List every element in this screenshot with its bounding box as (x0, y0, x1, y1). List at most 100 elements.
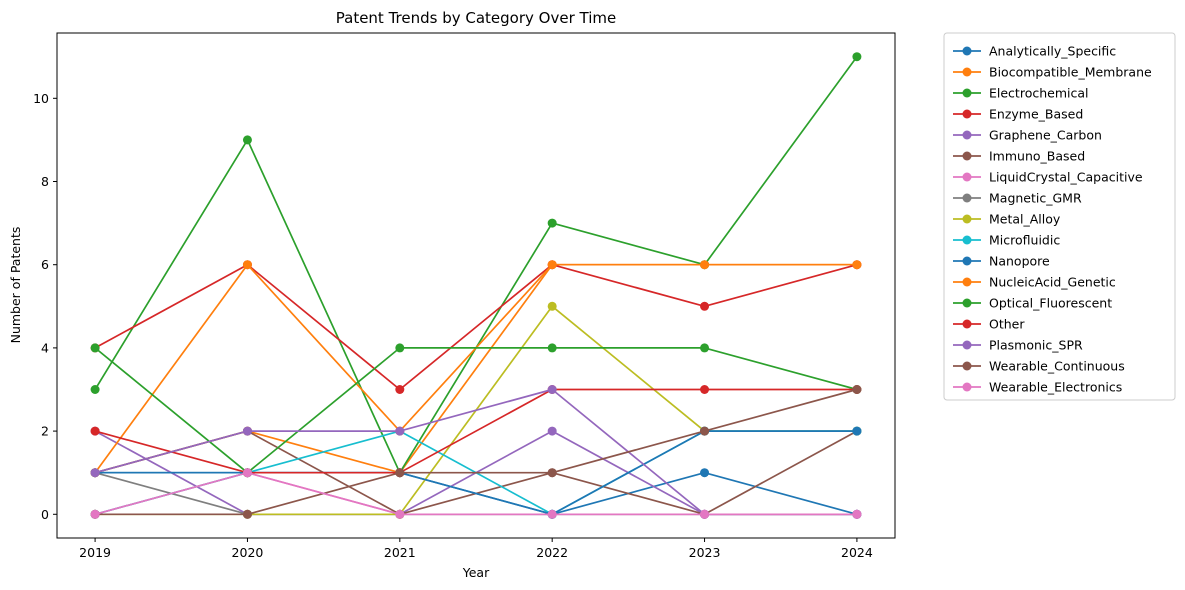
series-line (94, 471, 857, 516)
legend-marker-swatch (962, 109, 972, 119)
legend-item: Biocompatible_Membrane (953, 65, 1152, 80)
data-point (547, 260, 557, 270)
series-line (94, 263, 858, 391)
legend-label: Wearable_Continuous (989, 359, 1125, 374)
legend-item: Analytically_Specific (953, 44, 1116, 59)
data-point (90, 384, 100, 394)
data-point (700, 260, 710, 270)
data-point (547, 301, 557, 311)
legend-marker-swatch (962, 382, 972, 392)
legend-item: Metal_Alloy (953, 212, 1061, 227)
legend-label: LiquidCrystal_Capacitive (989, 170, 1143, 185)
series-biocompatible-membrane (90, 260, 862, 478)
legend-marker-swatch (962, 340, 972, 350)
legend-label: Other (989, 317, 1025, 332)
series-plasmonic-spr (90, 384, 862, 519)
legend-items: Analytically_Specific Biocompatible_Membr… (953, 44, 1152, 395)
legend-label: Nanopore (989, 254, 1050, 269)
legend-item: Immuno_Based (953, 149, 1085, 164)
legend-label: Enzyme_Based (989, 107, 1083, 122)
legend-label: Plasmonic_SPR (989, 338, 1083, 353)
legend-label: Electrochemical (989, 86, 1089, 101)
plot-frame (56, 32, 896, 539)
data-point (395, 384, 405, 394)
legend-marker-swatch (962, 235, 972, 245)
data-point (547, 343, 557, 353)
y-tick-label: 2 (41, 424, 49, 439)
legend-item: Optical_Fluorescent (953, 296, 1112, 311)
data-point (547, 426, 557, 436)
y-axis-title: Number of Patents (8, 227, 23, 344)
x-tick-label: 2019 (79, 545, 111, 560)
data-point (547, 218, 557, 228)
legend-label: Metal_Alloy (989, 212, 1061, 227)
legend-item: Magnetic_GMR (953, 191, 1082, 206)
data-point (395, 426, 405, 436)
data-point (395, 509, 405, 519)
legend-marker-swatch (962, 130, 972, 140)
legend-marker-swatch (962, 256, 972, 266)
legend-item: LiquidCrystal_Capacitive (953, 170, 1143, 185)
legend-marker-swatch (962, 277, 972, 287)
legend-marker-swatch (962, 151, 972, 161)
data-point (90, 343, 100, 353)
y-tick-label: 10 (33, 91, 49, 106)
data-point (852, 260, 862, 270)
series-enzyme-based (90, 260, 862, 394)
data-point (242, 468, 252, 478)
y-tick-label: 0 (41, 507, 49, 522)
data-point (547, 468, 557, 478)
data-point (242, 509, 252, 519)
data-point (852, 52, 862, 62)
data-point (90, 468, 100, 478)
legend-marker-swatch (962, 67, 972, 77)
data-point (700, 343, 710, 353)
y-tick-label: 4 (41, 340, 49, 355)
series-line (94, 388, 857, 516)
x-tick-label: 2023 (689, 545, 721, 560)
legend-item: Wearable_Electronics (953, 380, 1122, 395)
data-point (547, 384, 557, 394)
data-point (700, 384, 710, 394)
legend-item: Enzyme_Based (953, 107, 1083, 122)
data-point (547, 509, 557, 519)
plot-area (90, 52, 862, 519)
data-point (700, 301, 710, 311)
legend-item: Electrochemical (953, 86, 1089, 101)
y-tick-label: 6 (41, 257, 49, 272)
legend-marker-swatch (962, 172, 972, 182)
data-point (242, 260, 252, 270)
legend-marker-swatch (962, 298, 972, 308)
data-point (395, 468, 405, 478)
legend-label: Optical_Fluorescent (989, 296, 1112, 311)
x-axis-title: Year (462, 565, 490, 580)
legend-item: Graphene_Carbon (953, 128, 1102, 143)
data-point (700, 426, 710, 436)
x-tick-label: 2020 (232, 545, 264, 560)
legend-marker-swatch (962, 193, 972, 203)
series-line (95, 430, 857, 516)
data-point (700, 509, 710, 519)
legend-marker-swatch (962, 46, 972, 56)
y-axis: 0 2 4 6 8 10 (33, 91, 57, 522)
y-tick-label: 8 (41, 174, 49, 189)
data-point (852, 384, 862, 394)
data-point (852, 426, 862, 436)
series-wearable-electronics (90, 468, 862, 519)
data-point (395, 343, 405, 353)
data-point (700, 468, 710, 478)
series-wearable-continuous (90, 384, 862, 519)
x-axis: 2019 2020 2021 2022 2023 2024 (79, 538, 873, 560)
legend-label: Magnetic_GMR (989, 191, 1082, 206)
legend-label: Microfluidic (989, 233, 1060, 248)
x-tick-label: 2021 (384, 545, 416, 560)
legend-label: Analytically_Specific (989, 44, 1116, 59)
legend-item: Nanopore (953, 254, 1050, 269)
legend-item: Microfluidic (953, 233, 1060, 248)
legend-marker-swatch (962, 88, 972, 98)
legend: Analytically_Specific Biocompatible_Membr… (943, 32, 1176, 401)
legend-item: Other (953, 317, 1025, 332)
legend-label: Wearable_Electronics (989, 380, 1122, 395)
chart-title: Patent Trends by Category Over Time (336, 9, 616, 27)
